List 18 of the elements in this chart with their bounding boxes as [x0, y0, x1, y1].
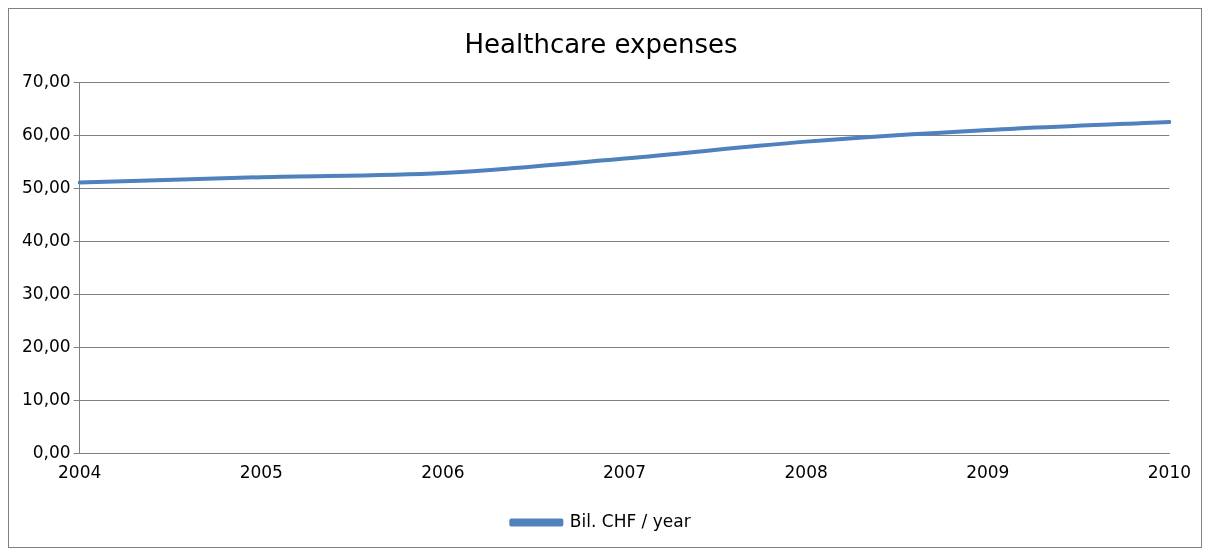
y-tick-label: 60,00	[22, 123, 71, 144]
x-tick-label: 2008	[784, 462, 828, 483]
chart-title: Healthcare expenses	[464, 29, 738, 60]
line-series	[77, 119, 1172, 185]
x-tick-label: 2004	[58, 462, 102, 483]
y-tick-label: 40,00	[22, 229, 71, 250]
legend-label: Bil. CHF / year	[569, 510, 691, 531]
y-tick-label: 0,00	[32, 442, 71, 463]
x-tick-label: 2007	[602, 462, 647, 483]
x-tick-label: 2010	[1147, 462, 1191, 483]
y-tick-label: 20,00	[22, 335, 71, 356]
y-tick-label: 70,00	[22, 70, 71, 91]
x-tick-label: 2009	[966, 462, 1010, 483]
y-tick-label: 30,00	[22, 282, 71, 303]
y-tick-label: 10,00	[22, 388, 71, 409]
x-tick-label: 2005	[239, 462, 283, 483]
x-tick-label: 2006	[421, 462, 465, 483]
y-tick-label: 50,00	[22, 176, 71, 197]
